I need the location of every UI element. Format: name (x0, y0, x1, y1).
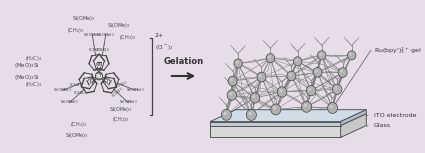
Circle shape (347, 51, 356, 60)
Text: (CH$_2$)$_3$: (CH$_2$)$_3$ (69, 81, 83, 89)
Polygon shape (210, 114, 366, 126)
Text: Si(OMe)$_3$: Si(OMe)$_3$ (126, 86, 144, 94)
Text: N: N (90, 81, 93, 85)
Circle shape (334, 86, 337, 90)
Text: N: N (99, 63, 102, 67)
Text: Si(OMe)$_3$: Si(OMe)$_3$ (119, 99, 138, 106)
Text: Si(OMe)$_3$: Si(OMe)$_3$ (107, 21, 130, 30)
Text: N: N (88, 78, 91, 82)
Circle shape (249, 112, 252, 115)
Text: (CH$_2$)$_3$: (CH$_2$)$_3$ (68, 26, 85, 35)
Text: Si(OMe)$_3$: Si(OMe)$_3$ (60, 99, 79, 106)
Text: Si(OMe)$_3$: Si(OMe)$_3$ (72, 14, 95, 23)
Circle shape (320, 53, 322, 56)
Text: (CH$_2$)$_3$: (CH$_2$)$_3$ (110, 85, 125, 100)
Polygon shape (210, 122, 340, 126)
Text: N: N (107, 78, 110, 82)
Circle shape (259, 74, 262, 77)
Text: 2+: 2+ (154, 33, 163, 38)
Text: Glass: Glass (366, 123, 391, 129)
Text: (CH$_2$)$_3$: (CH$_2$)$_3$ (111, 115, 129, 124)
Circle shape (330, 105, 333, 108)
Circle shape (221, 109, 232, 120)
Text: Si(OMe)$_3$: Si(OMe)$_3$ (83, 31, 102, 39)
Text: (MeO)$_3$Si: (MeO)$_3$Si (14, 61, 40, 70)
Circle shape (252, 95, 255, 98)
Text: Si(OMe)$_3$: Si(OMe)$_3$ (65, 131, 88, 140)
Circle shape (250, 93, 260, 103)
Circle shape (236, 61, 238, 64)
Text: Ru: Ru (95, 73, 102, 78)
Text: (CH$_2$)$_3$: (CH$_2$)$_3$ (96, 47, 110, 54)
Circle shape (287, 71, 296, 81)
Text: Si(OMe)$_3$: Si(OMe)$_3$ (54, 86, 72, 94)
Text: N: N (96, 63, 99, 67)
Text: (CH$_2$)$_3$: (CH$_2$)$_3$ (114, 79, 130, 91)
Text: Si(OMe)$_3$: Si(OMe)$_3$ (108, 105, 132, 114)
Text: (CH$_2$)$_3$: (CH$_2$)$_3$ (88, 47, 102, 54)
Circle shape (230, 78, 233, 81)
Circle shape (257, 72, 266, 82)
Circle shape (234, 59, 242, 68)
Text: (CH$_2$)$_3$: (CH$_2$)$_3$ (70, 120, 88, 129)
Text: ITO electrode: ITO electrode (366, 113, 416, 118)
Circle shape (95, 72, 103, 80)
Text: (MeO)$_3$Si: (MeO)$_3$Si (14, 73, 40, 82)
Circle shape (306, 86, 316, 96)
Text: Si(OMe)$_3$: Si(OMe)$_3$ (96, 31, 115, 39)
Circle shape (279, 89, 282, 92)
Circle shape (268, 56, 271, 58)
Polygon shape (210, 110, 366, 122)
Circle shape (332, 84, 342, 94)
Circle shape (289, 73, 292, 76)
Circle shape (246, 109, 256, 120)
Text: (H$_2$C)$_3$: (H$_2$C)$_3$ (26, 80, 42, 89)
Circle shape (229, 92, 232, 95)
Circle shape (227, 90, 237, 100)
Circle shape (271, 104, 281, 115)
Circle shape (340, 70, 343, 73)
Circle shape (313, 67, 322, 77)
Circle shape (309, 88, 312, 91)
Text: (CH$_2$)$_3$: (CH$_2$)$_3$ (74, 89, 88, 97)
Circle shape (315, 70, 318, 73)
Text: (CH$_2$)$_3$: (CH$_2$)$_3$ (119, 33, 136, 42)
Circle shape (224, 112, 227, 115)
Text: Gelation: Gelation (164, 57, 204, 66)
Text: (H$_2$C)$_3$: (H$_2$C)$_3$ (26, 54, 42, 63)
Circle shape (273, 106, 276, 110)
Circle shape (338, 68, 347, 77)
Circle shape (295, 59, 298, 62)
Polygon shape (340, 114, 366, 137)
Circle shape (301, 101, 312, 112)
Circle shape (228, 76, 237, 86)
Text: Ru(bpy')$_3^{2+}$ gel: Ru(bpy')$_3^{2+}$ gel (374, 45, 422, 56)
Circle shape (304, 104, 307, 107)
Circle shape (349, 53, 352, 56)
Text: (Cl$^-$)$_2$: (Cl$^-$)$_2$ (155, 43, 174, 52)
Polygon shape (340, 110, 366, 126)
Circle shape (317, 51, 326, 60)
Circle shape (293, 57, 302, 66)
Circle shape (266, 54, 275, 63)
Text: N: N (105, 81, 108, 85)
Polygon shape (210, 126, 340, 137)
Circle shape (328, 103, 337, 114)
Circle shape (277, 87, 287, 97)
